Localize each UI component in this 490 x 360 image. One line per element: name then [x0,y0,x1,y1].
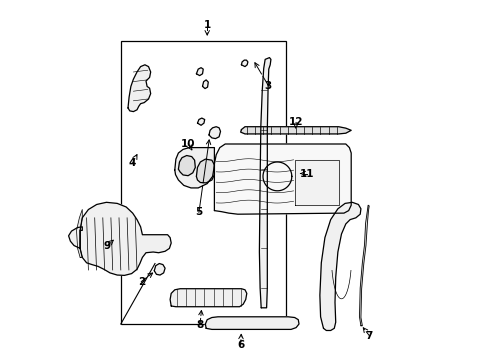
Text: 3: 3 [265,81,272,91]
Polygon shape [259,58,271,308]
Text: 10: 10 [181,139,196,149]
Polygon shape [154,264,165,275]
Polygon shape [205,317,299,329]
Text: 12: 12 [289,117,303,127]
Polygon shape [202,80,208,89]
Text: 9: 9 [104,240,111,251]
Text: 2: 2 [138,276,145,287]
Bar [121,41,286,324]
Text: 8: 8 [196,320,204,330]
Text: 1: 1 [203,20,211,30]
Polygon shape [209,127,220,139]
Polygon shape [360,205,369,326]
Polygon shape [178,156,196,176]
Text: 7: 7 [366,330,373,341]
Polygon shape [242,60,248,67]
Polygon shape [175,148,215,188]
Text: 6: 6 [237,340,245,350]
Polygon shape [320,202,361,330]
Polygon shape [215,144,351,214]
Polygon shape [197,118,205,125]
Polygon shape [241,127,351,134]
Polygon shape [295,160,339,205]
Polygon shape [80,202,171,275]
Text: 4: 4 [129,158,136,168]
Polygon shape [170,289,247,307]
Polygon shape [76,210,82,257]
Polygon shape [69,227,82,248]
Polygon shape [196,68,203,76]
Text: 11: 11 [300,168,314,179]
Polygon shape [196,159,215,183]
Polygon shape [128,65,151,112]
Text: 5: 5 [196,207,202,217]
